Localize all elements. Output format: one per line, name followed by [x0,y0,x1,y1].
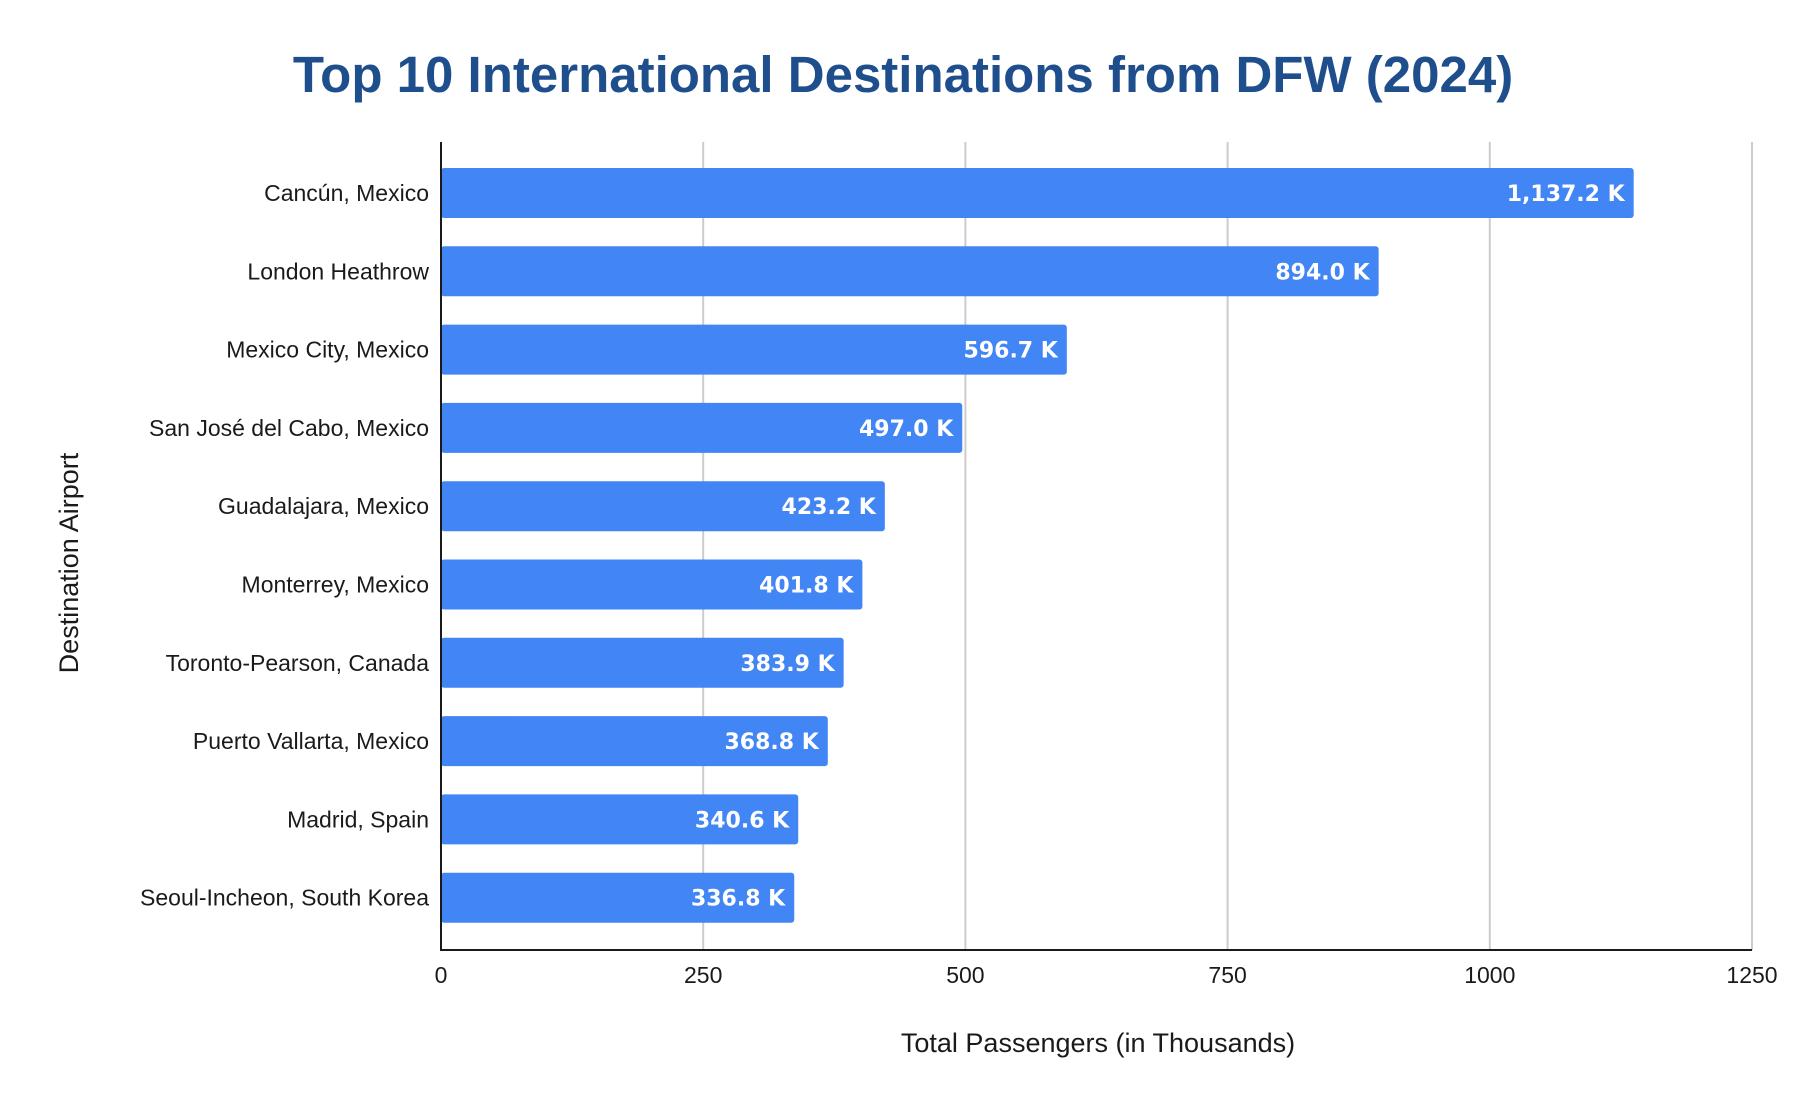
bar-1 [441,168,1634,218]
category-label-10: Seoul-Incheon, South Korea [140,885,429,911]
bar-10 [441,872,795,923]
bar-8 [441,716,828,767]
bar-5 [441,481,885,532]
bars [441,168,1634,923]
bar-3 [441,324,1067,375]
category-label-1: Cancún, Mexico [264,180,429,206]
y-axis-title: Destination Airport [54,452,84,673]
data-label-4: 497.0 K [859,417,954,442]
data-label-7: 383.9 K [740,652,835,677]
bar-6 [441,559,863,610]
x-tick-label-1250: 1250 [1726,962,1777,988]
data-label-8: 368.8 K [725,730,820,755]
data-label-3: 596.7 K [964,339,1059,364]
data-label-1: 1,137.2 K [1507,182,1626,207]
bar-4 [441,402,963,453]
x-tick-label-250: 250 [684,962,722,988]
x-tick-label-0: 0 [435,962,448,988]
data-label-6: 401.8 K [759,574,854,599]
bar-7 [441,637,844,688]
data-label-10: 336.8 K [691,887,786,912]
data-label-9: 340.6 K [695,808,790,833]
data-label-5: 423.2 K [782,495,877,520]
x-tick-label-1000: 1000 [1464,962,1515,988]
bar-9 [441,794,799,845]
category-label-3: Mexico City, Mexico [226,337,429,363]
chart-title: Top 10 International Destinations from D… [293,46,1513,103]
category-label-7: Toronto-Pearson, Canada [166,650,430,676]
bar-2 [441,246,1379,297]
category-label-5: Guadalajara, Mexico [218,493,429,519]
x-tick-label-500: 500 [946,962,984,988]
data-label-2: 894.0 K [1275,260,1370,285]
category-label-2: London Heathrow [247,258,429,284]
axes [440,142,1752,951]
category-label-8: Puerto Vallarta, Mexico [193,728,429,754]
x-tick-label-750: 750 [1208,962,1246,988]
labels: 0 250 500 750 1000 1250 Cancún, Mexico 1,137.2 … [140,180,1778,988]
category-label-6: Monterrey, Mexico [242,572,429,598]
x-axis-title: Total Passengers (in Thousands) [901,1028,1295,1058]
category-label-4: San José del Cabo, Mexico [149,415,429,441]
category-label-9: Madrid, Spain [287,806,429,832]
